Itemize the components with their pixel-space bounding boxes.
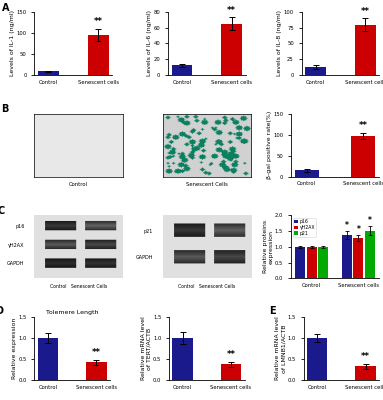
- Title: Tolemere Length: Tolemere Length: [46, 310, 98, 316]
- Y-axis label: Levels of IL-8 (ng/ml): Levels of IL-8 (ng/ml): [277, 10, 282, 76]
- Text: E: E: [270, 306, 276, 316]
- Bar: [342, 235, 352, 278]
- Text: *: *: [368, 216, 372, 224]
- Bar: [355, 24, 376, 75]
- Text: B: B: [1, 104, 8, 114]
- Y-axis label: Levels of IL-1 (ng/ml): Levels of IL-1 (ng/ml): [10, 10, 15, 76]
- Y-axis label: Relative mRNA level
of TERT/ACTB: Relative mRNA level of TERT/ACTB: [141, 317, 152, 380]
- Text: C: C: [0, 206, 5, 216]
- Text: *: *: [357, 225, 360, 234]
- Bar: [88, 35, 108, 75]
- Y-axis label: Relative proteins
expression: Relative proteins expression: [263, 220, 273, 274]
- Bar: [355, 366, 376, 380]
- Bar: [221, 24, 242, 75]
- Text: *: *: [345, 221, 349, 230]
- Bar: [295, 170, 319, 176]
- Bar: [172, 65, 192, 75]
- Bar: [221, 364, 241, 380]
- Text: D: D: [0, 306, 3, 316]
- Bar: [351, 136, 375, 176]
- Bar: [318, 247, 328, 278]
- Text: **: **: [361, 7, 370, 16]
- Text: **: **: [227, 6, 236, 15]
- Bar: [354, 238, 363, 278]
- Text: **: **: [359, 121, 368, 130]
- Text: **: **: [93, 17, 103, 26]
- Bar: [38, 338, 58, 380]
- Bar: [295, 247, 305, 278]
- Legend: p16, γH2AX, p21: p16, γH2AX, p21: [293, 218, 316, 237]
- Text: **: **: [361, 352, 370, 361]
- Text: **: **: [226, 350, 236, 359]
- Y-axis label: Relative expression: Relative expression: [12, 318, 17, 379]
- Text: A: A: [2, 2, 9, 12]
- X-axis label: Control   Senescent Cells: Control Senescent Cells: [178, 284, 236, 289]
- Bar: [86, 362, 106, 380]
- Bar: [38, 72, 59, 75]
- X-axis label: Control: Control: [69, 182, 88, 187]
- X-axis label: Control   Senescent Cells: Control Senescent Cells: [50, 284, 107, 289]
- Bar: [306, 247, 316, 278]
- Bar: [172, 338, 193, 380]
- Bar: [307, 338, 327, 380]
- Y-axis label: Relative mRNA level
of LMNB1/ACTB: Relative mRNA level of LMNB1/ACTB: [275, 317, 286, 380]
- Text: **: **: [92, 348, 101, 357]
- Bar: [365, 230, 375, 278]
- Y-axis label: Levels of IL-6 (ng/ml): Levels of IL-6 (ng/ml): [147, 10, 152, 76]
- Bar: [305, 67, 326, 75]
- X-axis label: Senescent Cells: Senescent Cells: [186, 182, 228, 187]
- Y-axis label: β-gal positive rate(%): β-gal positive rate(%): [267, 111, 272, 179]
